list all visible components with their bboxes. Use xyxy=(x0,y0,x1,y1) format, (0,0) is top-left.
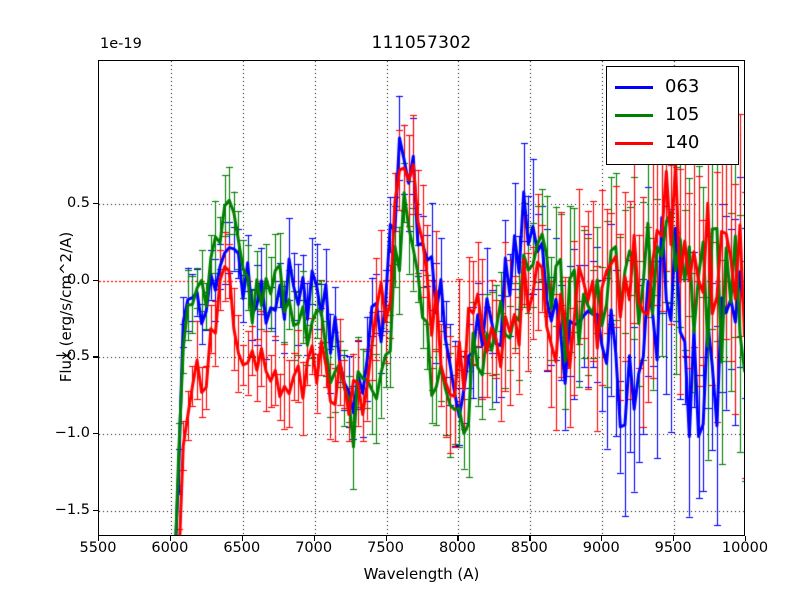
x-tick-label: 10000 xyxy=(721,540,769,556)
y-axis-label: Flux (erg/s/cm^2/A) xyxy=(57,231,75,383)
x-tick-label: 7000 xyxy=(295,540,333,556)
x-tick-mark xyxy=(169,536,172,541)
x-tick-mark xyxy=(529,536,531,541)
x-tick-label: 7500 xyxy=(367,540,404,556)
legend-item: 063 xyxy=(615,73,730,101)
legend-color-swatch-063 xyxy=(615,85,653,89)
x-tick-label: 5500 xyxy=(79,540,117,556)
legend-item: 140 xyxy=(615,129,730,157)
y-tick-mark xyxy=(93,433,98,435)
y-tick-label: 0.5 xyxy=(66,194,90,211)
x-tick-mark xyxy=(98,536,100,541)
y-tick-label: −0.5 xyxy=(54,348,90,365)
x-tick-mark xyxy=(601,536,603,541)
x-tick-label: 8500 xyxy=(510,540,548,556)
y-tick-mark xyxy=(93,509,98,512)
x-axis-label: Wavelength (A) xyxy=(363,565,480,583)
x-tick-mark xyxy=(241,536,243,541)
plot-title: 111057302 xyxy=(371,33,472,53)
legend-color-swatch-105 xyxy=(615,113,653,117)
x-tick-mark xyxy=(313,536,315,541)
legend-label-063: 063 xyxy=(665,76,700,97)
legend-label-140: 140 xyxy=(665,132,700,153)
x-tick-mark xyxy=(385,536,387,541)
x-tick-mark xyxy=(673,536,675,541)
y-tick-label: −1.5 xyxy=(54,501,90,518)
x-tick-label: 9000 xyxy=(582,540,620,556)
x-tick-label: 9500 xyxy=(654,540,692,556)
y-tick-mark xyxy=(93,202,98,204)
legend-item: 105 xyxy=(615,101,730,129)
legend[interactable]: 063 105 140 xyxy=(606,66,739,165)
y-tick-mark xyxy=(93,279,98,281)
legend-label-105: 105 xyxy=(665,104,700,125)
legend-color-swatch-140 xyxy=(615,141,653,145)
x-tick-mark xyxy=(457,536,459,541)
plot-axes-area xyxy=(98,60,745,536)
y-tick-label: 0.0 xyxy=(66,271,90,288)
y-tick-mark xyxy=(93,356,98,358)
x-tick-label: 6000 xyxy=(151,540,189,556)
y-axis-offset-label: 1e-19 xyxy=(100,36,142,52)
x-tick-label: 8000 xyxy=(438,540,476,556)
x-tick-label: 6500 xyxy=(223,540,261,556)
x-tick-mark xyxy=(745,536,747,541)
y-tick-label: −1.0 xyxy=(54,425,90,442)
